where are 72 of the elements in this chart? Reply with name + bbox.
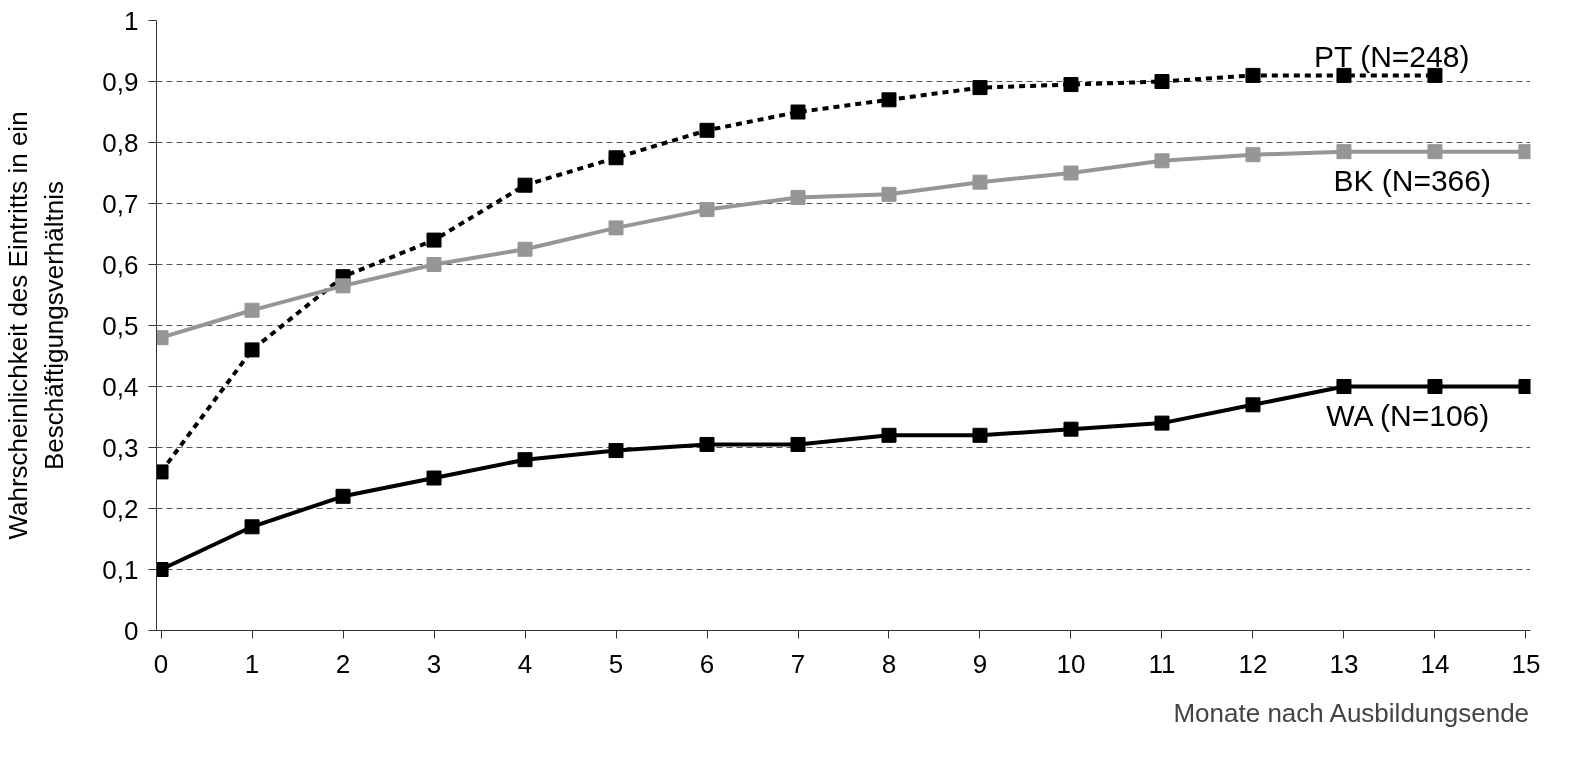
point [426,232,442,248]
y-tick-label: 0,4 [102,371,139,402]
point [608,150,624,166]
y-tick-label: 0,6 [102,249,139,280]
series-label: PT (N=248) [1314,40,1470,74]
x-tick-label: 1 [244,648,260,679]
x-tick-label: 7 [790,648,806,679]
point [1427,144,1443,160]
point [517,241,533,257]
x-tick-label: 0 [153,648,169,679]
point [881,92,897,108]
x-tick-label: 5 [608,648,624,679]
point [1154,153,1170,169]
x-tick-label: 6 [699,648,715,679]
point [1063,165,1079,181]
point [1245,397,1261,413]
x-tick-label: 15 [1511,648,1541,679]
point [608,220,624,236]
x-tick-label: 14 [1420,648,1450,679]
x-tick-label: 10 [1056,648,1086,679]
series-label: WA (N=106) [1326,398,1490,432]
point [335,278,351,294]
series-label: BK (N=366) [1333,163,1491,197]
y-tick-label: 0,8 [102,127,139,158]
point [1154,415,1170,431]
point [1336,144,1352,160]
point [881,427,897,443]
point [1336,67,1352,83]
point [517,452,533,468]
point [1336,379,1352,394]
point [517,177,533,193]
point [1245,67,1261,83]
point [1427,379,1443,394]
x-axis-title: Monate nach Ausbildungsende [1173,697,1530,728]
x-tick-label: 3 [426,648,442,679]
y-tick-label: 0,2 [102,493,139,524]
point [790,436,806,452]
point [1063,77,1079,93]
point [1063,421,1079,437]
point [699,436,715,452]
point [972,174,988,190]
point [608,443,624,459]
point [1154,74,1170,89]
x-tick-label: 2 [335,648,351,679]
point [972,80,988,96]
y-tick-label: 0,7 [102,188,139,219]
x-tick-label: 9 [972,648,988,679]
point [426,257,442,272]
y-tick-label: 0,3 [102,432,139,463]
point [790,104,806,120]
y-tick-label: 0,9 [102,66,139,97]
point [699,202,715,218]
x-tick-label: 11 [1148,648,1176,679]
point [972,427,988,443]
point [1245,147,1261,163]
point [699,122,715,138]
x-tick-label: 8 [881,648,897,679]
y-axis-title: Wahrscheinlichkeit des Eintritts in ein Beschäftigungsverhältnis [3,111,70,540]
point [244,519,260,535]
point [244,302,260,318]
x-tick-label: 13 [1329,648,1359,679]
x-tick-label: 12 [1238,648,1268,679]
y-tick-label: 1 [124,5,139,36]
point [881,186,897,202]
y-tick-label: 0 [124,615,139,646]
x-tick-label: 4 [517,648,533,679]
point [790,189,806,205]
point [426,470,442,486]
point [335,488,351,504]
y-tick-label: 0,1 [102,554,139,585]
y-tick-label: 0,5 [102,310,139,341]
point [244,342,260,358]
